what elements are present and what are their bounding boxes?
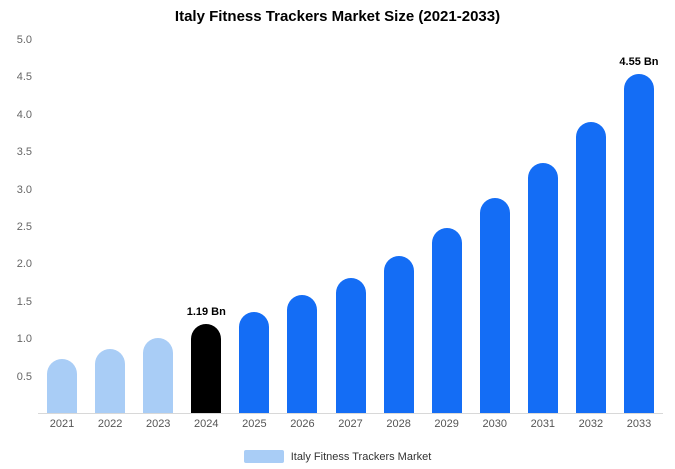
bar-slot-2033: 4.55 Bn (615, 40, 663, 413)
y-tick-3.5: 3.5 (16, 146, 32, 159)
y-tick-1.5: 1.5 (16, 295, 32, 308)
bar-2023 (143, 338, 174, 413)
bar-2026 (287, 295, 318, 413)
bar-2024 (191, 324, 222, 413)
bar-2028 (383, 256, 414, 413)
legend-label: Italy Fitness Trackers Market (290, 450, 432, 463)
bar-slot-2029 (423, 40, 471, 413)
x-tick-2031: 2031 (530, 418, 556, 430)
chart-area: 0.5 1.0 1.5 2.0 2.5 3.0 3.5 4.0 4.5 5.0 1.19 Bn 4.… (6, 34, 669, 414)
x-tick-2023: 2023 (145, 418, 171, 430)
x-tick-2026: 2026 (290, 418, 315, 430)
x-tick-2032: 2032 (578, 418, 604, 430)
legend: Italy Fitness Trackers Market (0, 450, 675, 463)
x-tick-2028: 2028 (386, 418, 411, 430)
bar-label-2024: 1.19 Bn (186, 306, 226, 319)
bar-2022 (95, 348, 126, 413)
bar-slot-2032 (567, 40, 615, 413)
x-tick-2024: 2024 (194, 418, 219, 430)
legend-swatch (243, 450, 284, 463)
y-tick-3.0: 3.0 (16, 183, 32, 196)
x-tick-2029: 2029 (434, 418, 459, 430)
y-tick-2.5: 2.5 (16, 221, 32, 233)
bar-slot-2024: 1.19 Bn (182, 40, 230, 413)
y-tick-0.5: 0.5 (16, 370, 32, 383)
y-tick-1.0: 1.0 (16, 333, 32, 346)
bar-slot-2022 (86, 40, 134, 413)
x-tick-2021: 2021 (49, 418, 75, 430)
x-tick-2033: 2033 (626, 418, 652, 430)
y-tick-5.0: 5.0 (16, 34, 32, 46)
x-tick-2030: 2030 (482, 418, 507, 430)
y-axis: 0.5 1.0 1.5 2.0 2.5 3.0 3.5 4.0 4.5 5.0 (6, 34, 34, 414)
bar-2031 (527, 163, 558, 413)
bar-2021 (47, 359, 78, 413)
bar-slot-2030 (471, 40, 519, 413)
y-tick-2.0: 2.0 (16, 258, 32, 271)
y-tick-4.0: 4.0 (16, 108, 32, 121)
bar-label-2033: 4.55 Bn (619, 55, 659, 68)
bar-slot-2028 (375, 40, 423, 413)
x-tick-2025: 2025 (242, 418, 267, 430)
bar-2033 (623, 73, 654, 413)
bar-slot-2025 (230, 40, 278, 413)
bar-2030 (479, 198, 510, 413)
x-tick-2022: 2022 (97, 418, 123, 430)
bar-2029 (431, 228, 462, 413)
x-tick-2027: 2027 (338, 418, 363, 430)
bar-2027 (335, 277, 366, 413)
plot-area: 1.19 Bn 4.55 Bn (38, 40, 663, 414)
y-tick-4.5: 4.5 (16, 71, 32, 84)
chart-title: Italy Fitness Trackers Market Size (2021… (174, 8, 501, 25)
bar-2032 (575, 122, 606, 413)
bar-slot-2031 (519, 40, 567, 413)
bar-2025 (239, 311, 270, 413)
x-axis: 2021 2022 2023 2024 2025 2026 2027 2028 2029 2030… (38, 418, 663, 430)
bar-slot-2026 (278, 40, 326, 413)
bar-slot-2023 (134, 40, 182, 413)
bar-slot-2021 (38, 40, 86, 413)
bar-slot-2027 (326, 40, 374, 413)
